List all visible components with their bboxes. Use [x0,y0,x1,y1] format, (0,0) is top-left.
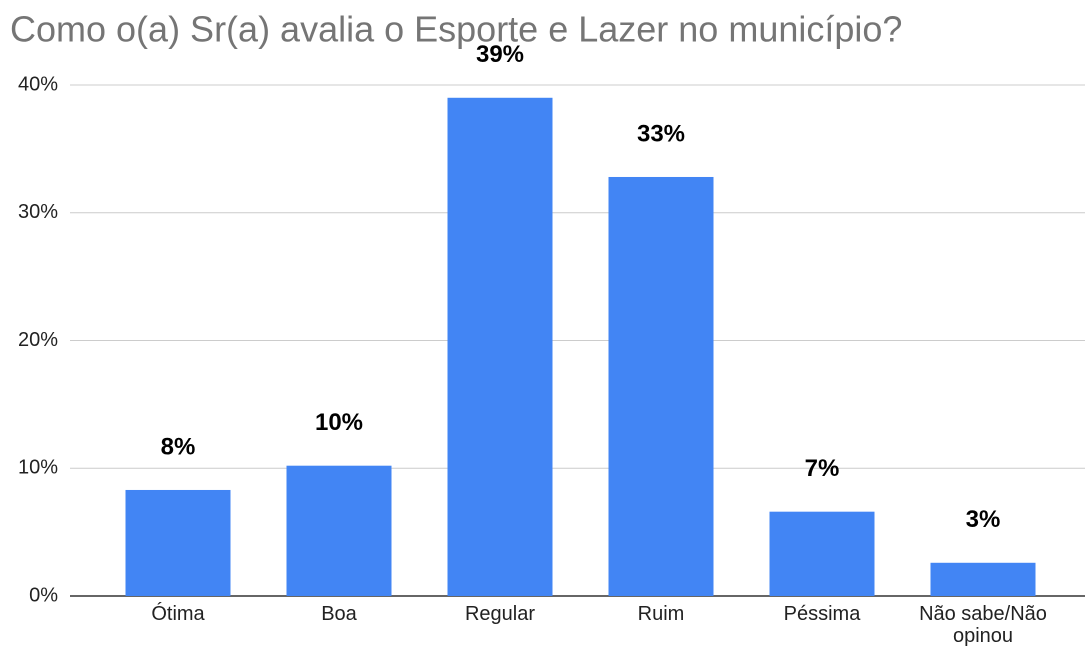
x-tick-label: Ótima [151,603,205,625]
bar [608,176,714,597]
x-tick-label: Regular [464,603,536,625]
x-tick-label: Ruim [637,603,685,625]
data-label: 33% [637,120,685,147]
x-tick-label: Não sabe/Não opinou [919,603,1047,647]
bar [125,489,231,596]
x-tick-label: Boa [321,603,357,625]
data-label: 7% [805,455,840,482]
bar [286,465,392,596]
y-tick-label: 20% [18,329,58,351]
x-tick-label: Péssima [783,603,861,625]
y-tick-label: 30% [18,201,58,223]
bar [930,562,1036,596]
bar [769,511,875,596]
chart-title: Como o(a) Sr(a) avalia o Esporte e Lazer… [10,9,902,50]
data-label: 10% [315,409,363,436]
y-tick-label: 0% [29,584,58,606]
y-tick-label: 10% [18,457,58,479]
data-label: 39% [476,41,524,68]
bar [447,97,553,597]
data-label: 8% [161,433,196,460]
data-label: 3% [966,506,1001,533]
y-tick-label: 40% [18,73,58,95]
